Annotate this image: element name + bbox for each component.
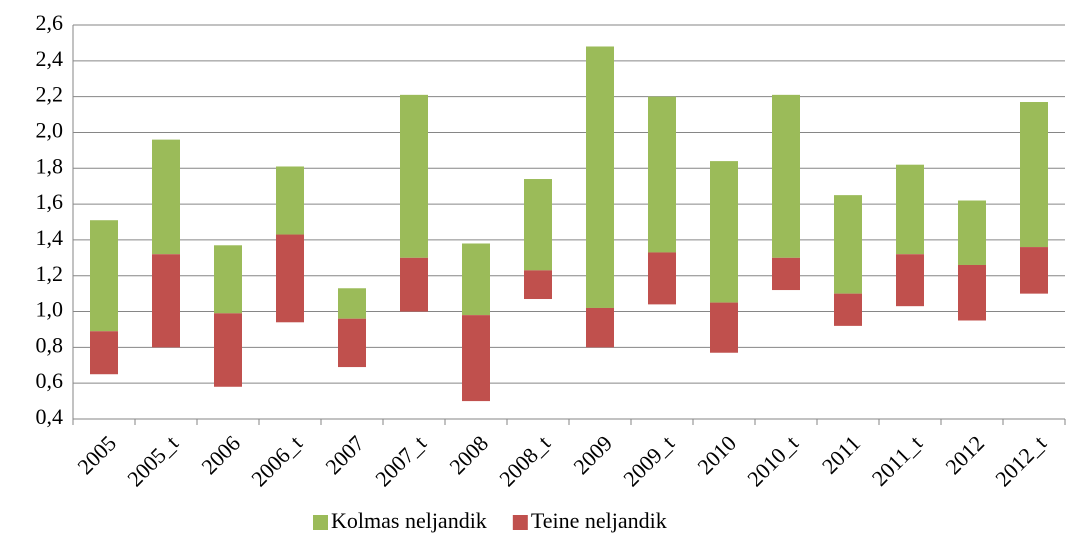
- bar-segment: [958, 200, 986, 265]
- bar-segment: [524, 270, 552, 300]
- x-tick-label: 2012: [940, 430, 989, 479]
- x-tick-label: 2006: [196, 430, 245, 479]
- y-tick-label: 0,8: [36, 332, 64, 357]
- bar-segment: [90, 220, 118, 332]
- y-tick-label: 1,0: [36, 297, 64, 322]
- bar-segment: [152, 139, 180, 255]
- x-tick-label: 2009_t: [618, 430, 679, 491]
- x-tick-label: 2011: [817, 430, 865, 478]
- x-tick-label: 2007: [320, 430, 369, 479]
- bar-segment: [276, 234, 304, 323]
- y-tick-label: 0,4: [36, 404, 64, 429]
- legend-swatch: [512, 515, 528, 530]
- bar-segment: [648, 96, 676, 253]
- bar-segment: [214, 313, 242, 387]
- bar-segment: [586, 307, 614, 348]
- bar-segment: [276, 166, 304, 235]
- bar-segment: [462, 243, 490, 316]
- bar-segment: [400, 257, 428, 312]
- bar-segment: [462, 315, 490, 402]
- y-tick-label: 1,2: [36, 261, 64, 286]
- bar-segment: [896, 254, 924, 307]
- bar-segment: [710, 302, 738, 353]
- bar-segment: [772, 257, 800, 291]
- x-tick-label: 2005_t: [122, 430, 183, 491]
- y-tick-label: 1,8: [36, 153, 64, 178]
- x-tick-label: 2006_t: [246, 430, 307, 491]
- y-tick-label: 2,0: [36, 118, 64, 143]
- y-tick-label: 1,4: [36, 225, 64, 250]
- bar-segment: [1020, 247, 1048, 294]
- bar-segment: [214, 245, 242, 314]
- bar-segment: [338, 318, 366, 368]
- x-tick-label: 2011_t: [867, 430, 927, 490]
- bar-segment: [648, 252, 676, 305]
- bar-segment: [152, 254, 180, 348]
- x-tick-label: 2008: [444, 430, 493, 479]
- y-tick-label: 0,6: [36, 368, 64, 393]
- bar-segment: [586, 46, 614, 308]
- y-tick-label: 1,6: [36, 189, 64, 214]
- bar-segment: [1020, 102, 1048, 248]
- x-tick-label: 2010: [692, 430, 741, 479]
- bar-segment: [772, 94, 800, 258]
- bar-segment: [338, 288, 366, 319]
- bar-segment: [896, 164, 924, 255]
- y-tick-label: 2,4: [36, 46, 64, 71]
- bar-segment: [400, 94, 428, 258]
- legend-label: Teine neljandik: [531, 508, 667, 533]
- x-tick-label: 2005: [72, 430, 121, 479]
- bar-segment: [710, 161, 738, 303]
- x-tick-label: 2008_t: [494, 430, 555, 491]
- x-tick-label: 2012_t: [990, 430, 1051, 491]
- bar-segment: [958, 264, 986, 321]
- bar-segment: [524, 179, 552, 271]
- y-tick-label: 2,6: [36, 10, 64, 35]
- bar-segment: [90, 331, 118, 375]
- y-tick-label: 2,2: [36, 82, 64, 107]
- x-tick-label: 2009: [568, 430, 617, 479]
- x-tick-label: 2010_t: [742, 430, 803, 491]
- x-tick-label: 2007_t: [370, 430, 431, 491]
- bar-segment: [834, 293, 862, 326]
- legend-swatch: [313, 515, 328, 530]
- legend-label: Kolmas neljandik: [331, 508, 487, 533]
- bar-segment: [834, 195, 862, 294]
